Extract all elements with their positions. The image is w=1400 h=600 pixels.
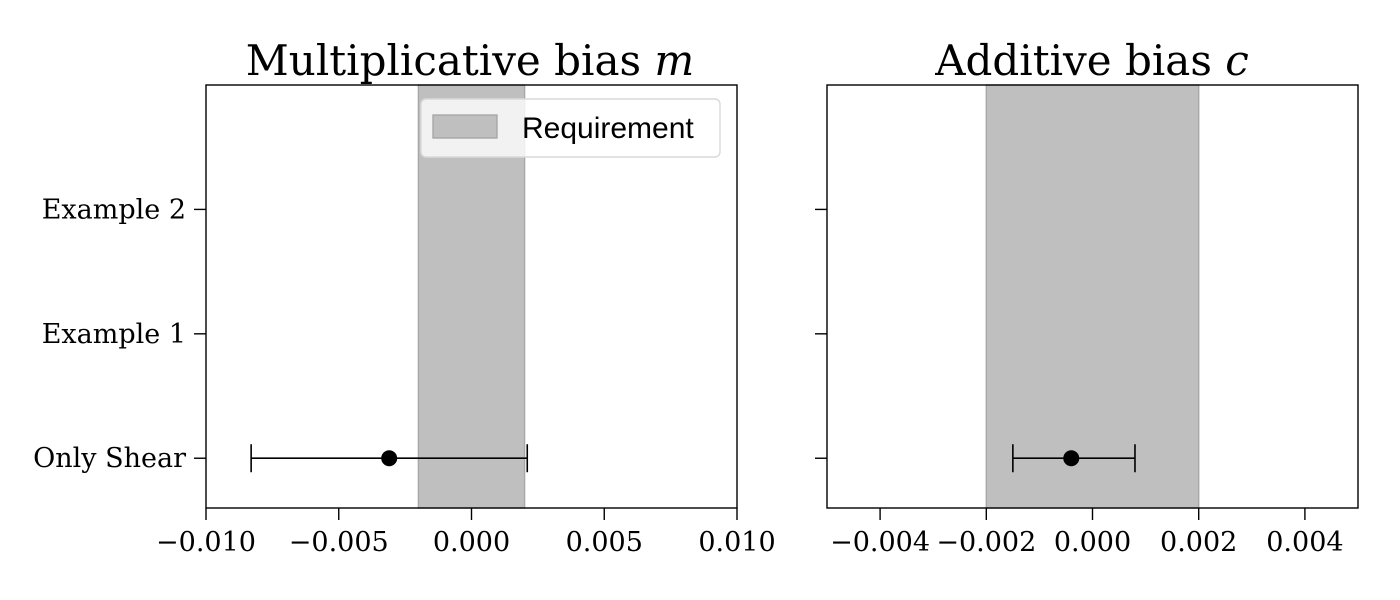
legend-box xyxy=(420,98,721,158)
ytick-label: Example 1 xyxy=(42,319,186,350)
panel-title-text: Additive bias xyxy=(934,36,1212,85)
panel-title: Additive bias c xyxy=(934,36,1249,85)
legend: Requirement xyxy=(420,98,721,158)
requirement-band xyxy=(985,84,1200,509)
ytick-label: Only Shear xyxy=(33,443,186,474)
data-point xyxy=(1063,450,1080,467)
xtick-label: −0.005 xyxy=(289,527,389,558)
data-point xyxy=(381,450,398,467)
ytick-label: Example 2 xyxy=(42,194,186,225)
xtick-label: 0.000 xyxy=(433,527,510,558)
xtick-label: 0.000 xyxy=(1054,527,1131,558)
xtick-label: 0.010 xyxy=(698,527,775,558)
panel-title-symbol: m xyxy=(654,36,694,85)
xtick-label: 0.004 xyxy=(1266,527,1343,558)
panel-title: Multiplicative bias m xyxy=(246,36,694,85)
panel-title-symbol: c xyxy=(1225,36,1249,85)
legend-requirement-swatch xyxy=(432,114,498,139)
xtick-label: 0.005 xyxy=(566,527,643,558)
xtick-label: −0.010 xyxy=(156,527,256,558)
additive-bias-panel: Additive bias c −0.004 −0.002 0.000 0.002 0.… xyxy=(815,36,1359,558)
xtick-label: −0.004 xyxy=(830,527,930,558)
xtick-label: −0.002 xyxy=(936,527,1036,558)
xtick-label: 0.002 xyxy=(1160,527,1237,558)
legend-requirement-label: Requirement xyxy=(522,112,694,145)
multiplicative-bias-panel: Multiplicative bias m Only Shear Example … xyxy=(33,36,776,558)
panel-title-text: Multiplicative bias xyxy=(246,36,641,85)
